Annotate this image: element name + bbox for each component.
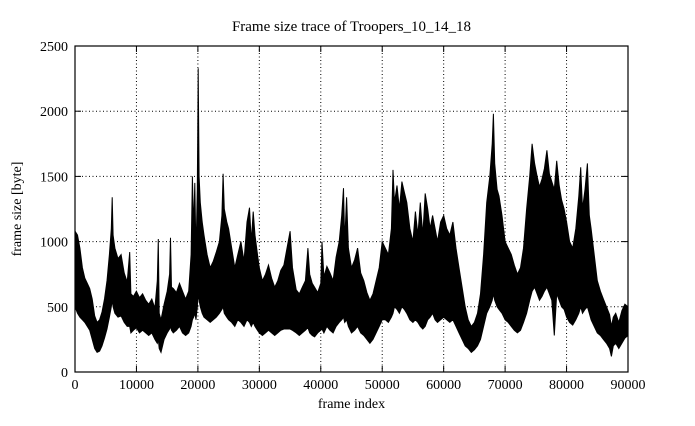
y-tick-label: 2000 — [40, 105, 68, 120]
plot-border — [74, 45, 629, 373]
x-tick-label: 50000 — [365, 378, 400, 393]
y-tick-label: 500 — [47, 301, 68, 316]
y-tick-label: 0 — [61, 366, 68, 381]
x-axis-label: frame index — [317, 397, 386, 412]
chart-title: Frame size trace of Troopers_10_14_18 — [231, 19, 472, 35]
x-tick-label: 30000 — [242, 378, 277, 393]
x-tick-label: 20000 — [180, 378, 215, 393]
x-tick-label: 40000 — [303, 378, 338, 393]
y-tick-label: 1000 — [40, 236, 68, 251]
x-tick-label: 90000 — [611, 378, 646, 393]
x-tick-label: 60000 — [426, 378, 461, 393]
x-tick-label: 70000 — [488, 378, 523, 393]
y-tick-label: 1500 — [40, 170, 68, 185]
x-tick-label: 0 — [72, 378, 79, 393]
y-tick-label: 2500 — [40, 40, 68, 55]
x-tick-label: 80000 — [549, 378, 584, 393]
y-axis-label: frame size [byte] — [10, 161, 25, 257]
x-tick-label: 10000 — [119, 378, 154, 393]
